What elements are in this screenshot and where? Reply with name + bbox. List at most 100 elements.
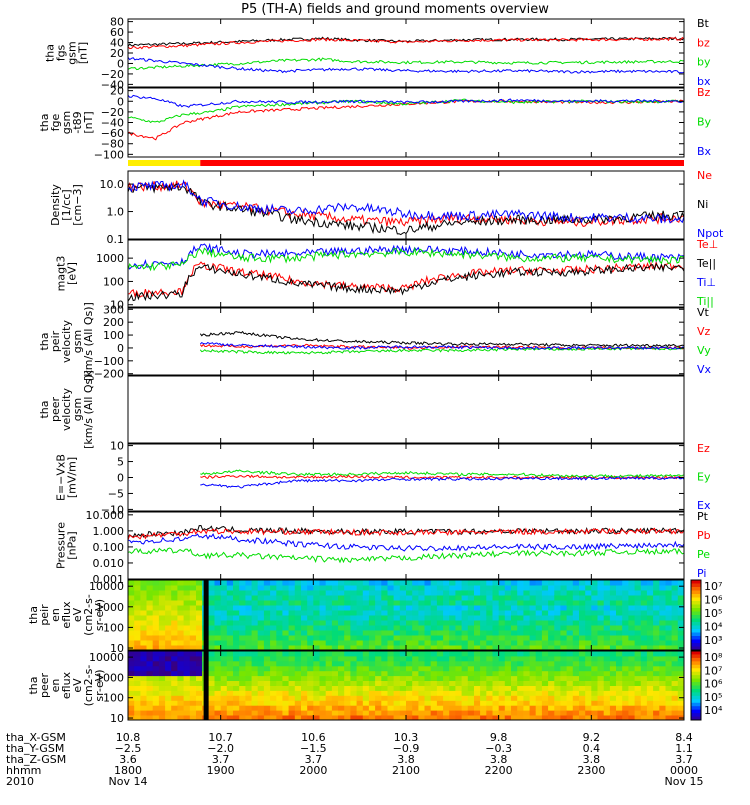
- spectrogram-cell: [165, 605, 172, 611]
- spectrogram-cell: [418, 610, 426, 616]
- spectrogram-cell: [529, 705, 537, 711]
- spectrogram-cell: [591, 710, 598, 716]
- spectrogram-cell: [504, 615, 512, 621]
- spectrogram-cell: [640, 700, 648, 706]
- spectrogram-cell: [387, 610, 395, 616]
- spectrogram-cell: [338, 695, 345, 701]
- spectrogram-cell: [535, 695, 543, 701]
- spectrogram-cell: [535, 630, 543, 636]
- spectrogram-cell: [529, 625, 537, 631]
- spectrogram-cell: [270, 651, 277, 657]
- spectrogram-cell: [301, 605, 308, 611]
- spectrogram-cell: [387, 685, 395, 691]
- spectrogram-cell: [504, 630, 512, 636]
- spectrogram-cell: [622, 715, 629, 721]
- spectrogram-cell: [504, 675, 512, 681]
- spectrogram-cell: [424, 615, 432, 621]
- spectrogram-cell: [554, 600, 561, 606]
- spectrogram-cell: [665, 590, 673, 596]
- spectrogram-cell: [362, 590, 370, 596]
- spectrogram-cell: [591, 620, 598, 626]
- spectrogram-cell: [177, 595, 185, 601]
- spectrogram-cell: [226, 605, 234, 611]
- spectrogram-cell: [541, 685, 549, 691]
- spectrogram-cell: [449, 615, 456, 621]
- spectrogram-cell: [146, 590, 154, 596]
- spectrogram-cell: [492, 665, 500, 672]
- spectrogram-cell: [486, 610, 493, 616]
- spectrogram-cell: [245, 600, 253, 606]
- series-line-temp-Te||: [127, 262, 685, 302]
- spectrogram-cell: [325, 710, 333, 716]
- spectrogram-cell: [412, 630, 419, 636]
- spectrogram-cell: [585, 680, 592, 686]
- spectrogram-cell: [344, 700, 351, 706]
- spectrogram-cell: [535, 705, 543, 711]
- spectrogram-cell: [158, 695, 166, 701]
- spectrogram-cell: [171, 670, 178, 677]
- spectrogram-cell: [263, 680, 271, 686]
- spectrogram-cell: [134, 645, 141, 651]
- spectrogram-cell: [430, 620, 438, 626]
- spectrogram-cell: [517, 685, 524, 691]
- colorbar-swatch: [691, 608, 701, 612]
- spectrogram-cell: [609, 605, 617, 611]
- spectrogram-cell: [331, 685, 339, 691]
- spectrogram-cell: [671, 635, 679, 641]
- y-axis-label: tha: [27, 676, 40, 694]
- spectrogram-cell: [634, 705, 642, 711]
- series-line-fge-Bz: [127, 99, 685, 141]
- spectrogram-cell: [622, 685, 629, 691]
- panel-fge: BzByBx200−20−40−60−80−100thafgegsm-t89[n…: [38, 85, 712, 162]
- spectrogram-cell: [276, 630, 283, 636]
- spectrogram-cell: [288, 685, 296, 691]
- spectrogram-cell: [134, 715, 141, 721]
- spectrogram-cell: [214, 660, 222, 667]
- panel-peir: VtVzVyVx3002001000−100−200thapeirvelocit…: [38, 302, 712, 381]
- y-tick-label: 0: [117, 57, 124, 70]
- spectrogram-cell: [659, 685, 666, 691]
- spectrogram-cell: [171, 590, 178, 596]
- spectrogram-cell: [393, 590, 401, 596]
- spectrogram-cell: [282, 595, 290, 601]
- spectrogram-cell: [399, 585, 407, 591]
- spectrogram-cell: [492, 595, 500, 601]
- spectrogram-cell: [548, 675, 555, 681]
- spectrogram-cell: [356, 710, 364, 716]
- spectrogram-cell: [523, 615, 531, 621]
- colorbar-swatch: [691, 695, 701, 700]
- spectrogram-cell: [498, 705, 506, 711]
- spectrogram-cell: [597, 685, 605, 691]
- spectrogram-cell: [128, 675, 135, 681]
- spectrogram-cell: [282, 600, 290, 606]
- spectrogram-cell: [171, 645, 178, 651]
- spectrogram-cell: [239, 700, 246, 706]
- spectrogram-cell: [436, 585, 444, 591]
- spectrogram-cell: [270, 665, 277, 672]
- spectrogram-cell: [276, 651, 283, 657]
- spectrogram-cell: [171, 715, 178, 721]
- legend-entry: Vx: [697, 363, 712, 376]
- spectrogram-cell: [659, 635, 666, 641]
- spectrogram-cell: [276, 635, 283, 641]
- spectrogram-cell: [263, 705, 271, 711]
- spectrogram-cell: [375, 585, 382, 591]
- spectrogram-cell: [492, 670, 500, 677]
- spectrogram-cell: [399, 655, 407, 662]
- colorbar-label: 10⁴: [704, 621, 723, 634]
- legend-entry: Vt: [697, 306, 710, 319]
- spectrogram-cell: [325, 690, 333, 696]
- colorbar-swatch: [691, 590, 701, 595]
- spectrogram-cell: [140, 580, 148, 586]
- spectrogram-cell: [449, 635, 456, 641]
- spectrogram-cell: [325, 600, 333, 606]
- spectrogram-cell: [424, 715, 432, 721]
- spectrogram-cell: [140, 655, 148, 662]
- spectrogram-cell: [492, 690, 500, 696]
- spectrogram-cell: [208, 660, 215, 667]
- spectrogram-cell: [350, 705, 358, 711]
- spectrogram-cell: [214, 715, 222, 721]
- footer-value: −0.9: [393, 742, 420, 755]
- spectrogram-cell: [146, 645, 154, 651]
- spectrogram-cell: [585, 640, 592, 646]
